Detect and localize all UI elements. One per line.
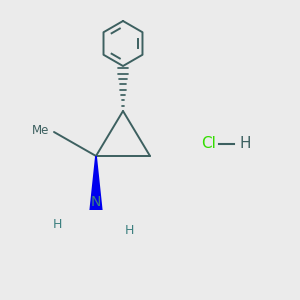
Text: N: N — [91, 194, 101, 208]
Text: H: H — [124, 224, 134, 238]
Text: Me: Me — [32, 124, 50, 137]
Text: H: H — [240, 136, 251, 152]
Text: Cl: Cl — [201, 136, 216, 152]
Polygon shape — [89, 156, 103, 210]
Text: H: H — [52, 218, 62, 232]
